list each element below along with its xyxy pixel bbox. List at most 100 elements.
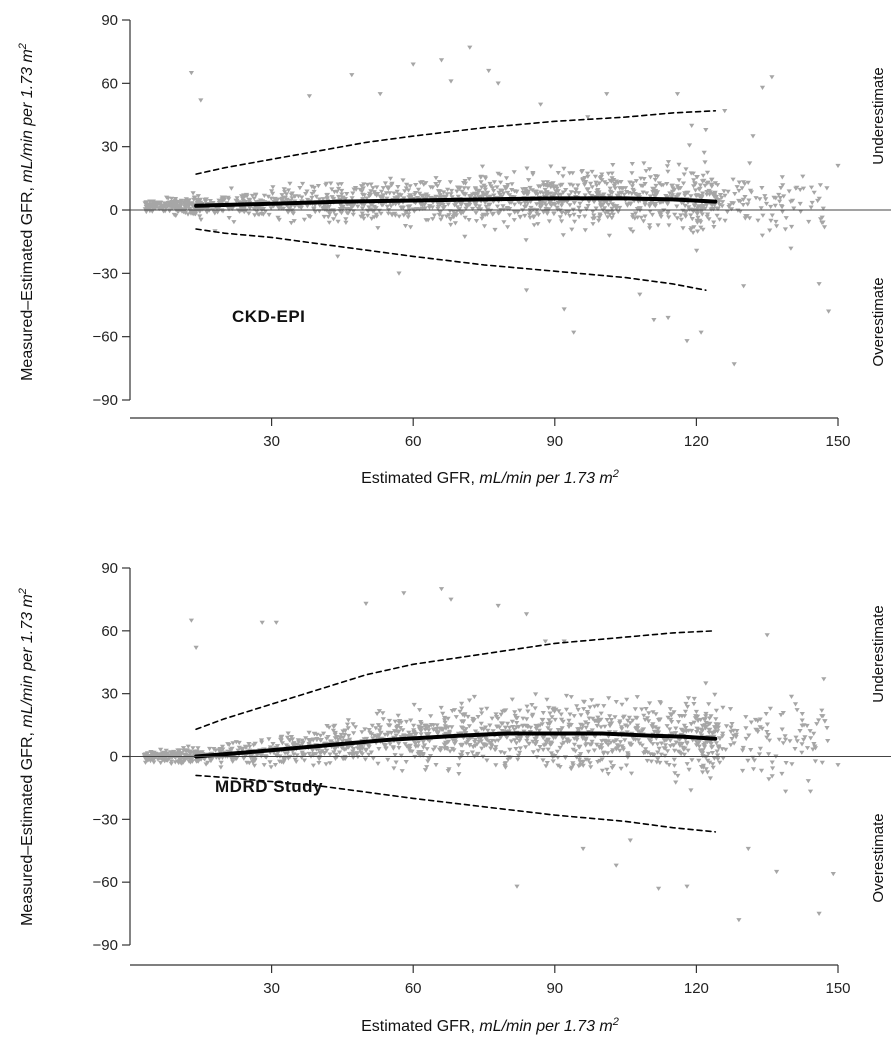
data-point <box>196 757 202 762</box>
data-point <box>187 760 194 765</box>
data-point <box>594 724 600 729</box>
data-point <box>375 723 381 728</box>
data-point <box>650 752 656 757</box>
data-point <box>306 214 312 219</box>
data-point <box>769 774 775 779</box>
data-point <box>590 716 596 721</box>
data-point <box>279 196 285 201</box>
data-point <box>695 718 701 723</box>
data-point <box>252 741 258 746</box>
data-point <box>801 737 807 743</box>
data-point <box>650 742 656 747</box>
data-point <box>590 216 596 221</box>
data-point <box>647 226 653 231</box>
data-point <box>507 213 513 218</box>
data-point <box>474 752 481 757</box>
data-point <box>292 757 298 762</box>
data-point <box>417 708 423 713</box>
data-point <box>396 741 402 746</box>
data-point <box>530 739 536 744</box>
data-point <box>652 177 658 183</box>
data-point <box>169 196 175 201</box>
data-point <box>538 190 544 195</box>
data-point <box>337 750 343 755</box>
data-point <box>423 732 429 737</box>
data-point <box>466 724 472 729</box>
data-point <box>393 202 399 207</box>
data-point <box>707 727 713 732</box>
data-point <box>811 731 817 736</box>
data-point <box>452 741 458 746</box>
data-point <box>623 763 630 768</box>
data-point <box>276 205 282 210</box>
data-point <box>406 212 412 217</box>
data-point <box>606 696 612 701</box>
upper-interval-line <box>195 110 717 175</box>
data-point <box>440 206 446 211</box>
data-point <box>243 745 249 751</box>
data-point <box>585 711 591 717</box>
data-point <box>712 181 718 186</box>
data-point <box>779 727 785 732</box>
data-point <box>187 749 193 754</box>
data-point <box>598 725 604 730</box>
data-point <box>476 188 482 193</box>
data-point <box>493 712 499 717</box>
data-point <box>369 732 375 737</box>
data-point <box>197 214 203 219</box>
data-point <box>514 715 520 721</box>
y-axis-title: Measured–Estimated GFR, mL/min per 1.73 … <box>17 588 36 926</box>
data-point <box>799 712 805 717</box>
data-point <box>745 202 751 207</box>
data-point <box>191 195 197 200</box>
data-point <box>384 196 390 201</box>
data-point <box>291 219 297 224</box>
data-point <box>697 183 703 188</box>
data-point <box>443 731 449 736</box>
data-point <box>672 748 678 753</box>
data-point <box>667 727 673 732</box>
data-point <box>693 709 699 715</box>
data-point <box>681 752 687 757</box>
data-point <box>620 715 626 720</box>
data-point <box>461 186 467 191</box>
data-point <box>370 736 376 741</box>
data-point <box>358 750 364 755</box>
data-point <box>357 748 363 753</box>
data-point <box>614 193 620 198</box>
data-point <box>440 711 446 716</box>
data-point <box>740 745 746 751</box>
data-point <box>445 716 451 721</box>
data-point <box>355 204 361 209</box>
data-point <box>389 183 395 188</box>
data-point <box>819 215 825 220</box>
data-point <box>567 712 573 717</box>
data-point <box>258 198 264 203</box>
data-point <box>234 196 240 201</box>
data-point <box>158 747 164 752</box>
data-point <box>656 181 662 186</box>
data-point <box>704 190 710 195</box>
data-point <box>515 757 521 762</box>
data-point <box>374 214 380 219</box>
data-point <box>316 197 322 202</box>
data-point <box>334 735 340 740</box>
data-point <box>593 718 599 723</box>
data-point <box>777 199 783 204</box>
data-point <box>577 744 583 750</box>
data-point <box>482 213 488 218</box>
data-point <box>745 180 751 185</box>
data-point <box>275 215 281 220</box>
data-point <box>630 181 636 186</box>
data-point <box>552 192 558 197</box>
data-point <box>779 175 785 180</box>
data-point <box>322 751 328 756</box>
data-point <box>609 216 615 221</box>
data-point <box>511 189 518 194</box>
data-point <box>770 766 776 771</box>
data-point <box>478 707 484 712</box>
data-point <box>419 193 425 198</box>
data-point <box>596 181 602 186</box>
data-point <box>692 182 698 187</box>
data-point <box>338 182 344 187</box>
